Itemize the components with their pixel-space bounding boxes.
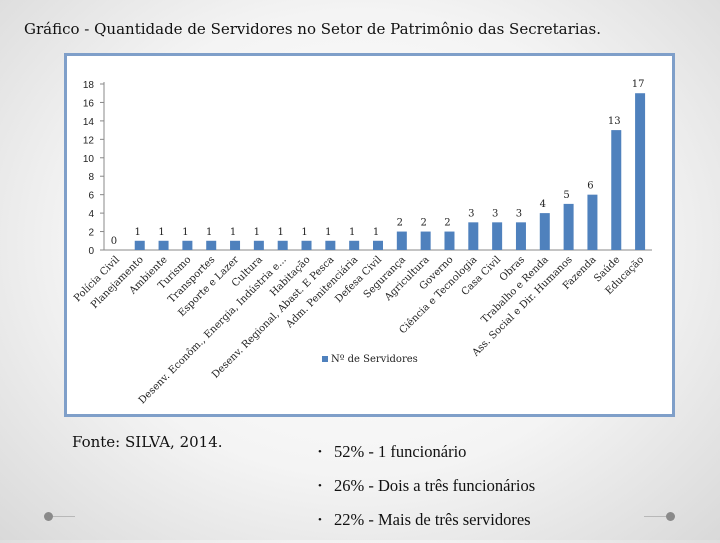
stats-list: • 52% - 1 funcionário • 26% - Dois a três … <box>318 441 535 543</box>
bar <box>492 222 503 250</box>
data-label: 4 <box>540 199 546 210</box>
bar <box>444 231 455 250</box>
y-tick-label: 6 <box>88 191 94 202</box>
data-label: 1 <box>230 227 236 238</box>
stat-item: • 52% - 1 funcionário <box>318 442 467 461</box>
data-label: 0 <box>111 236 117 247</box>
decorative-dot-right <box>644 512 675 521</box>
y-tick-label: 2 <box>88 228 94 239</box>
data-label: 6 <box>587 181 593 192</box>
y-tick-label: 18 <box>83 80 95 91</box>
bar <box>611 130 622 250</box>
data-label: 1 <box>158 227 164 238</box>
data-label: 3 <box>468 208 474 219</box>
bar <box>277 240 288 250</box>
source-note: Fonte: SILVA, 2014. <box>72 433 223 451</box>
bar <box>396 231 407 250</box>
bar <box>182 240 193 250</box>
bar <box>373 240 383 250</box>
y-tick-label: 16 <box>83 98 95 109</box>
bar <box>206 240 217 250</box>
y-tick-label: 12 <box>83 135 95 146</box>
bar <box>349 240 360 250</box>
chart-frame: 0 2 4 6 8 10 12 14 16 18 0 Polícia Civil 1 Planejamen… <box>64 53 675 417</box>
data-label: 17 <box>632 79 645 90</box>
data-label: 13 <box>608 116 621 127</box>
bar <box>158 240 169 250</box>
y-tick-label: 4 <box>88 209 94 220</box>
data-label: 1 <box>301 227 307 238</box>
data-label: 1 <box>325 227 331 238</box>
data-label: 1 <box>206 227 212 238</box>
data-label: 3 <box>492 208 498 219</box>
bar <box>325 240 336 250</box>
data-label: 1 <box>278 227 284 238</box>
bar <box>635 93 646 250</box>
data-label: 3 <box>516 208 522 219</box>
bar <box>468 222 479 250</box>
legend-swatch <box>322 356 328 362</box>
bar <box>134 240 145 250</box>
bar <box>515 222 526 250</box>
bullet-icon: • <box>318 446 322 458</box>
data-label: 1 <box>182 227 188 238</box>
stat-item: • 22% - Mais de três servidores <box>318 510 531 529</box>
y-tick-label: 14 <box>83 117 95 128</box>
legend-label: Nº de Servidores <box>331 354 418 365</box>
bullet-icon: • <box>318 480 322 492</box>
slide-title: Gráfico - Quantidade de Servidores no Se… <box>24 20 601 38</box>
data-label: 1 <box>349 227 355 238</box>
bar <box>563 203 574 250</box>
data-label: 5 <box>563 190 569 201</box>
y-tick-label: 8 <box>88 172 94 183</box>
data-label: 1 <box>135 227 141 238</box>
bar <box>420 231 431 250</box>
bar <box>253 240 264 250</box>
data-label: 2 <box>444 218 450 229</box>
decorative-dot-left <box>44 512 75 521</box>
data-label: 1 <box>254 227 260 238</box>
bullet-icon: • <box>318 514 322 526</box>
bar <box>230 240 241 250</box>
data-label: 1 <box>373 227 379 238</box>
data-label: 2 <box>420 218 426 229</box>
y-tick-label: 0 <box>88 246 94 257</box>
bar <box>539 213 550 250</box>
bar <box>587 194 598 250</box>
y-tick-label: 10 <box>83 154 95 165</box>
stat-item: • 26% - Dois a três funcionários <box>318 476 536 495</box>
bar <box>301 240 312 250</box>
data-label: 2 <box>397 218 403 229</box>
